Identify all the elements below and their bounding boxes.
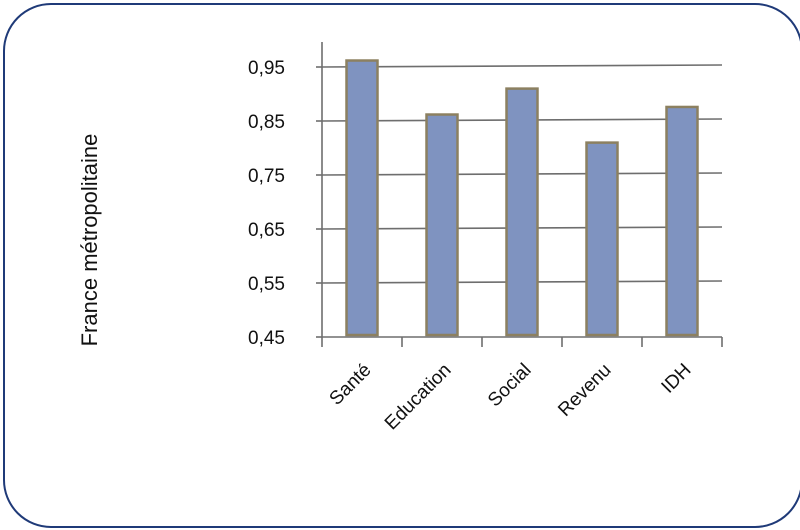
y-tick-label: 0,65: [248, 220, 285, 241]
x-tick-label: Social: [484, 360, 535, 411]
y-tick-label: 0,85: [248, 112, 285, 133]
axes: [316, 42, 723, 347]
bars: [345, 59, 699, 337]
gridline: [321, 64, 723, 68]
y-tick-label: 0,75: [248, 166, 285, 187]
bar-santé: [345, 59, 379, 337]
bar-education: [425, 113, 459, 337]
bar-social: [505, 87, 539, 337]
x-tick-label: Education: [381, 360, 456, 435]
x-tick-label: Santé: [326, 360, 376, 410]
bar-revenu: [585, 141, 619, 337]
y-axis-label: France métropolitaine: [77, 134, 102, 347]
x-tick-label: Revenu: [554, 360, 615, 421]
y-tick-label: 0,95: [248, 58, 285, 79]
y-tick-label: 0,45: [248, 328, 285, 349]
x-tick-label: IDH: [658, 360, 696, 398]
y-tick-labels: 0,95 0,85 0,75 0,65 0,55 0,45: [248, 58, 285, 349]
y-tick-label: 0,55: [248, 274, 285, 295]
x-tick-labels: Santé Education Social Revenu IDH: [326, 360, 696, 435]
bar-idh: [665, 105, 699, 337]
